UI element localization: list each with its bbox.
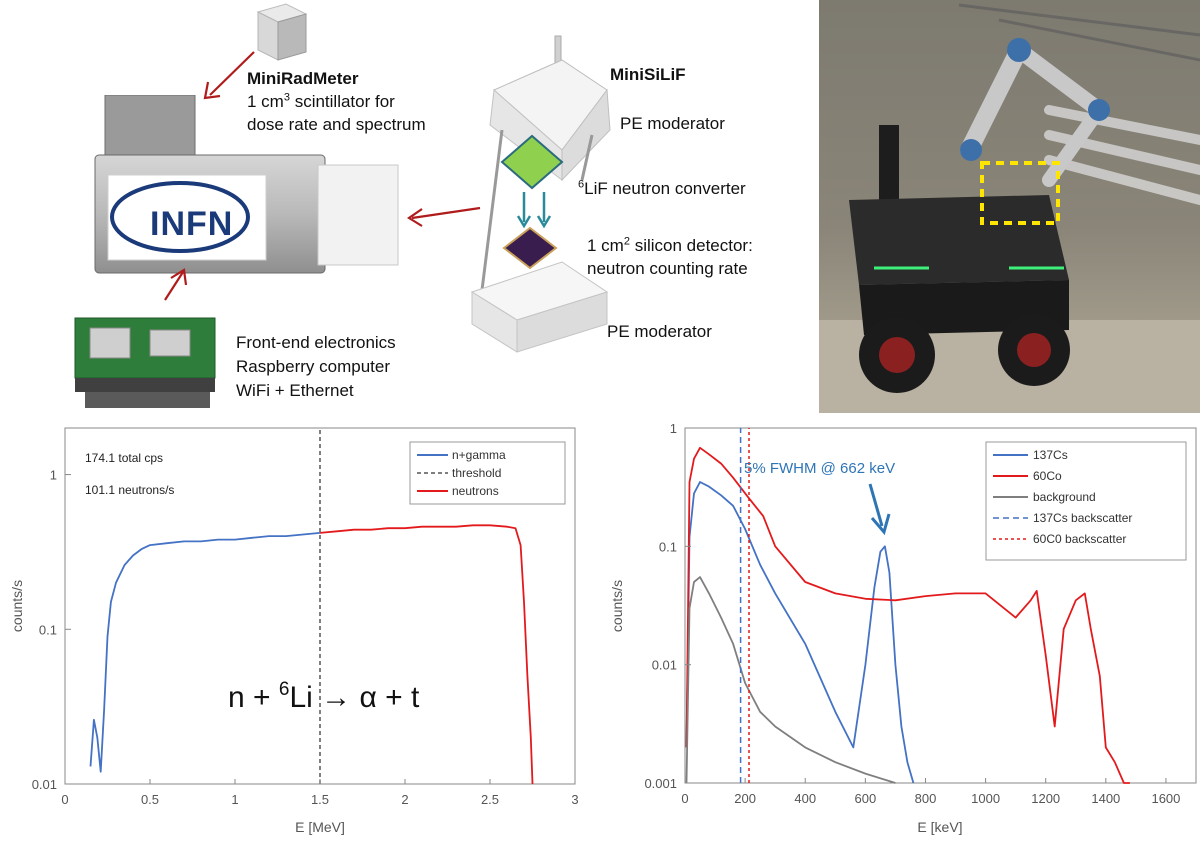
neutron-spectrum-chart: 0 0.5 1 1.5 2 2.5 3 0.01 0.1 1 E [MeV] counts/s 1… <box>0 420 600 845</box>
series-line-60co <box>685 446 1130 784</box>
gamma-spectrum-svg: 0 200 400 600 800 1000 1200 1400 1600 0.001 0.01 0.… <box>609 421 1197 835</box>
x-axis-label: E [keV] <box>917 819 962 835</box>
reaction-equation: n + 6Li → α + t <box>228 679 420 714</box>
x-tick-label: 1.5 <box>311 792 329 807</box>
legend: 137Cs 60Co background 137Cs backscatter … <box>985 441 1187 561</box>
lif-converter-label: 6LiF neutron converter <box>578 178 746 198</box>
x-tick-label: 200 <box>734 791 756 806</box>
infn-logo-text: INFN <box>150 205 234 243</box>
pe-moderator-top-label: PE moderator <box>620 114 725 133</box>
x-tick-label: 0.5 <box>141 792 159 807</box>
gamma-spectrum-chart: 0 200 400 600 800 1000 1200 1400 1600 0.001 0.01 0.… <box>600 420 1200 845</box>
series-line-background <box>685 576 896 784</box>
minisilif-title: MiniSiLiF <box>610 65 686 84</box>
legend-label-threshold: threshold <box>452 466 501 480</box>
x-tick-label: 400 <box>794 791 816 806</box>
y-axis-label: counts/s <box>609 580 625 632</box>
y-tick-label: 1 <box>670 421 677 436</box>
minisilif-exploded-image <box>470 35 611 353</box>
legend-label-60c0-backscatter: 60C0 backscatter <box>1033 532 1126 546</box>
y-axis-label: counts/s <box>9 580 25 632</box>
legend-label-137cs-backscatter: 137Cs backscatter <box>1033 511 1132 525</box>
miniradmeter-line-2: dose rate and spectrum <box>247 115 426 134</box>
legend: n+gamma threshold neutrons <box>409 441 566 505</box>
pe-moderator-bottom-label: PE moderator <box>607 322 712 341</box>
electronics-line-2: Raspberry computer <box>236 357 391 376</box>
y-tick-label: 0.1 <box>659 539 677 554</box>
fwhm-arrow <box>868 483 891 536</box>
legend-label-n-gamma: n+gamma <box>452 448 506 462</box>
series-line-137cs <box>685 481 915 784</box>
x-tick-label: 1000 <box>971 791 1000 806</box>
miniradmeter-title: MiniRadMeter <box>247 69 359 88</box>
x-tick-label: 1 <box>231 792 238 807</box>
x-axis-label: E [MeV] <box>295 819 345 835</box>
fwhm-annotation: 5% FWHM @ 662 keV <box>744 460 895 477</box>
y-tick-label: 0.001 <box>644 776 677 791</box>
silicon-detector-line-2: neutron counting rate <box>587 259 748 278</box>
legend-label-background: background <box>1033 490 1096 504</box>
y-tick-label: 0.1 <box>39 622 57 637</box>
series-line-neutrons <box>319 524 534 785</box>
x-tick-label: 3 <box>571 792 578 807</box>
x-tick-label: 1200 <box>1031 791 1060 806</box>
annotation-total-cps: 174.1 total cps <box>85 451 163 465</box>
x-tick-label: 0 <box>61 792 68 807</box>
miniradmeter-line-1: 1 cm3 scintillator for <box>247 91 395 111</box>
y-tick-label: 0.01 <box>32 777 57 792</box>
x-tick-label: 0 <box>681 791 688 806</box>
scintillator-cube-image <box>256 3 308 61</box>
robot-photo <box>819 0 1200 413</box>
y-tick-label: 1 <box>50 468 57 483</box>
annotation-neutrons-rate: 101.1 neutrons/s <box>85 483 174 497</box>
x-tick-label: 2 <box>401 792 408 807</box>
neutron-spectrum-svg: 0 0.5 1 1.5 2 2.5 3 0.01 0.1 1 E [MeV] counts/s 1… <box>9 427 579 835</box>
x-tick-label: 2.5 <box>481 792 499 807</box>
legend-label-60co: 60Co <box>1033 469 1062 483</box>
x-tick-label: 1400 <box>1091 791 1120 806</box>
y-tick-label: 0.01 <box>652 658 677 673</box>
electronics-line-3: WiFi + Ethernet <box>236 381 354 400</box>
electronics-line-1: Front-end electronics <box>236 333 396 352</box>
series-line-n-gamma <box>89 532 321 773</box>
connection-arrows <box>164 51 481 301</box>
x-tick-label: 800 <box>915 791 937 806</box>
silicon-detector-line-1: 1 cm2 silicon detector: <box>587 235 753 255</box>
x-tick-label: 1600 <box>1151 791 1180 806</box>
legend-label-neutrons: neutrons <box>452 484 499 498</box>
x-tick-label: 600 <box>855 791 877 806</box>
electronics-board-image <box>74 317 216 408</box>
infn-detector-box-image <box>94 95 399 274</box>
legend-label-137cs: 137Cs <box>1033 448 1068 462</box>
